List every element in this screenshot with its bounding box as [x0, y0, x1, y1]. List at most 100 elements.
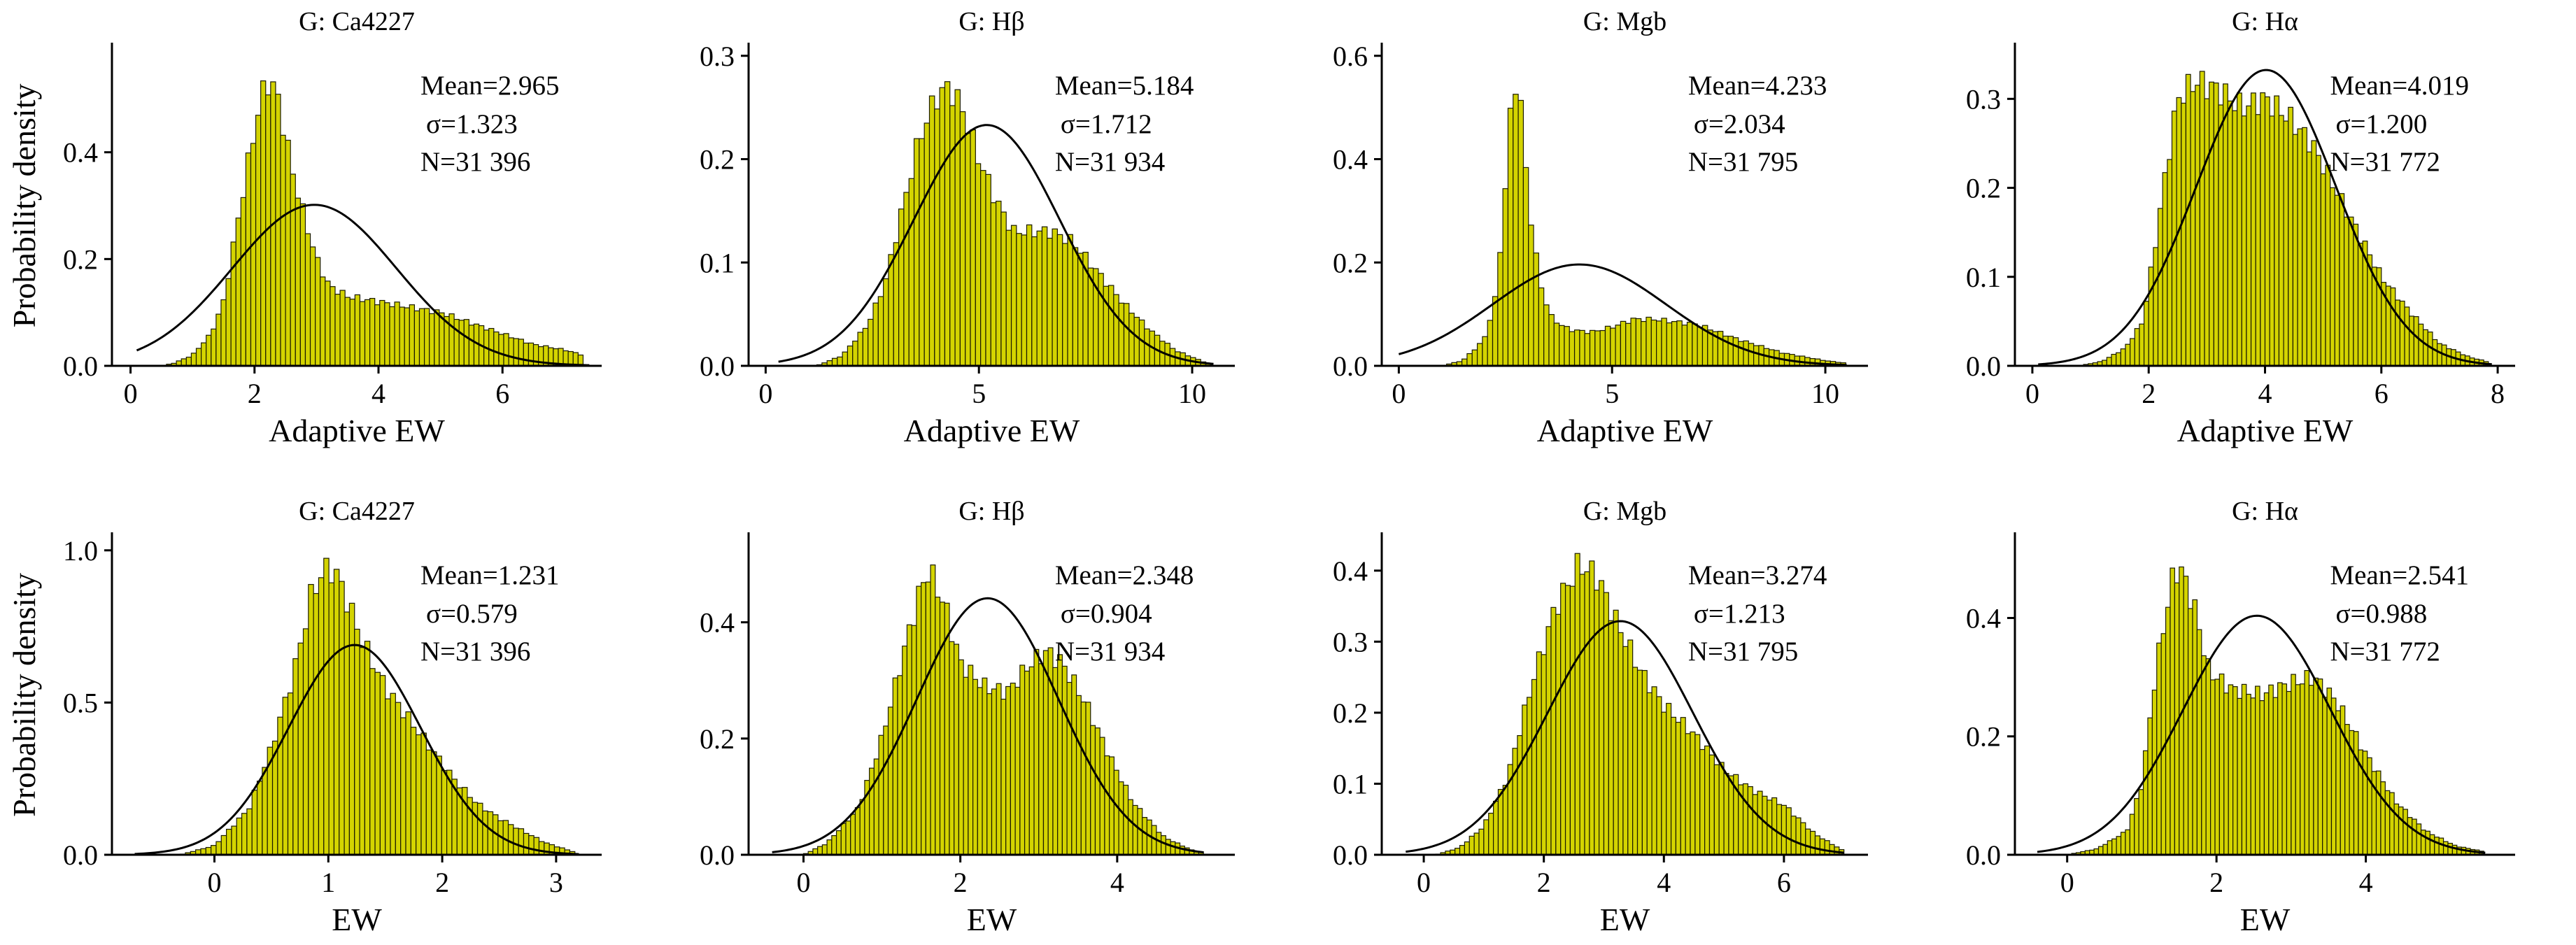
- histogram-bar: [2232, 110, 2238, 367]
- histogram-bar: [1132, 804, 1138, 855]
- histogram-bar: [240, 197, 246, 367]
- y-axis-label: Probability density: [6, 573, 42, 817]
- histogram-bar: [1123, 784, 1129, 855]
- histogram-bar: [954, 644, 960, 855]
- histogram-bar: [954, 89, 961, 367]
- histogram-bar: [2268, 684, 2274, 855]
- histogram-bar: [2418, 323, 2424, 367]
- histogram-bar: [2335, 710, 2341, 855]
- histogram-bar: [2237, 697, 2243, 855]
- histogram-bar: [1014, 686, 1021, 855]
- y-tick-label: 0.5: [63, 687, 98, 718]
- histogram-bar: [2367, 757, 2372, 855]
- histogram-bar: [1704, 745, 1711, 855]
- histogram-bar: [394, 301, 400, 367]
- histogram-bar: [949, 105, 956, 367]
- histogram-bar: [333, 569, 340, 855]
- y-tick-label: 0.2: [1966, 721, 2001, 753]
- histogram-bar: [1748, 343, 1755, 367]
- histogram-bar: [2250, 92, 2256, 367]
- histogram-bar: [1010, 682, 1016, 855]
- histogram-bar: [297, 642, 304, 855]
- x-tick-label: 6: [495, 378, 509, 409]
- histogram-bar: [2097, 846, 2104, 855]
- histogram-bar: [1579, 329, 1585, 367]
- histogram-bar: [1627, 639, 1634, 855]
- histogram-bar: [1107, 285, 1114, 367]
- histogram-bar: [348, 602, 355, 855]
- histogram-bar: [295, 197, 301, 367]
- histogram-bar: [1128, 313, 1135, 367]
- histogram-bar: [518, 339, 524, 367]
- histogram-bar: [507, 824, 514, 855]
- histogram-bar: [1487, 320, 1494, 367]
- histogram-bar: [2210, 679, 2216, 855]
- histogram-bar: [205, 846, 212, 855]
- histogram-bar: [847, 346, 854, 367]
- histogram-bar: [409, 304, 416, 367]
- histogram-bar: [1005, 685, 1012, 855]
- histogram-bar: [1569, 331, 1576, 367]
- histogram-bar: [1090, 725, 1096, 855]
- histogram-bar: [2325, 164, 2331, 367]
- y-tick-label: 0.4: [1966, 602, 2001, 634]
- histogram-bar: [487, 811, 494, 855]
- histogram-bar: [1492, 800, 1499, 855]
- histogram-bar: [869, 767, 875, 855]
- histogram-bar: [2183, 576, 2189, 855]
- histogram-bar: [349, 299, 355, 367]
- histogram-bar: [1028, 666, 1035, 855]
- histogram-bar: [1464, 841, 1470, 855]
- histogram-bar: [2413, 316, 2419, 367]
- histogram-bar: [1507, 108, 1514, 367]
- histogram-bar: [2236, 92, 2242, 367]
- y-tick-label: 0.1: [700, 247, 735, 278]
- histogram-bar: [888, 254, 894, 367]
- x-tick-label: 10: [1811, 378, 1839, 409]
- histogram-bar: [2241, 683, 2247, 855]
- histogram-bar: [2138, 789, 2144, 855]
- histogram-bar: [919, 138, 925, 367]
- histogram-bar: [1026, 224, 1033, 367]
- histogram-bar: [2295, 684, 2301, 855]
- histogram-bar: [292, 658, 299, 855]
- histogram-bar: [1545, 626, 1552, 855]
- x-axis-label: EW: [967, 902, 1017, 937]
- histogram-bar: [887, 706, 893, 855]
- histogram-bar: [2228, 684, 2234, 855]
- histogram-bar: [290, 173, 296, 367]
- x-tick-label: 2: [248, 378, 262, 409]
- panel-title: G: Hα: [2232, 497, 2298, 526]
- x-tick-label: 0: [208, 867, 222, 898]
- histogram-bar: [418, 308, 425, 367]
- x-tick-label: 2: [2142, 378, 2156, 409]
- mean-annotation: Mean=5.184: [1055, 71, 1194, 101]
- histogram-bar: [1559, 325, 1565, 367]
- histogram-bar: [320, 276, 326, 367]
- histogram-bar: [463, 319, 469, 367]
- histogram-bar: [970, 129, 976, 367]
- histogram-bar: [2407, 817, 2413, 855]
- histogram-bar: [385, 698, 391, 855]
- y-tick-label: 0.2: [1966, 173, 2001, 204]
- histogram-bar: [1810, 830, 1816, 855]
- count-annotation: N=31 934: [1055, 147, 1165, 177]
- histogram-bar: [344, 297, 351, 367]
- sigma-annotation: σ=1.323: [426, 109, 518, 139]
- x-tick-label: 10: [1178, 378, 1206, 409]
- panel-title: G: Hβ: [958, 497, 1024, 526]
- histogram-bar: [2291, 674, 2296, 855]
- histogram-bar: [939, 87, 946, 367]
- histogram-bar: [1564, 585, 1571, 855]
- histogram-bar: [930, 564, 936, 855]
- histogram-bar: [425, 749, 432, 855]
- y-tick-label: 0.6: [1333, 41, 1368, 72]
- histogram-bar: [1482, 336, 1488, 367]
- histogram-bar: [262, 767, 268, 855]
- histogram-bar: [2170, 567, 2175, 855]
- histogram-bar: [538, 841, 545, 855]
- histogram-bar: [2187, 608, 2193, 855]
- histogram-bar: [1021, 234, 1028, 367]
- histogram-bar: [1538, 287, 1545, 367]
